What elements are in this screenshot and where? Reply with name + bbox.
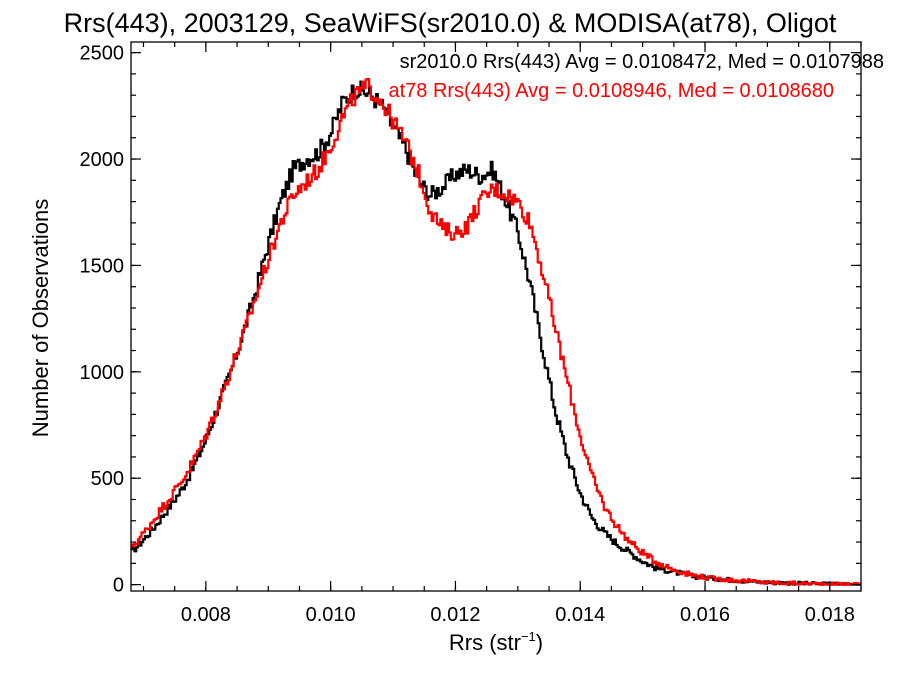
y-tick-label: 2500	[80, 43, 125, 65]
x-axis-label-text: Rrs (str	[449, 630, 521, 655]
y-axis-label: Number of Observations	[28, 199, 53, 437]
legend-entry-at78: at78 Rrs(443) Avg = 0.0108946, Med = 0.0…	[388, 80, 834, 102]
x-tick-label: 0.016	[680, 604, 730, 626]
y-tick-label: 2000	[80, 149, 125, 171]
x-tick-label: 0.018	[805, 604, 855, 626]
y-tick-label: 500	[91, 468, 124, 490]
series-line-sr2010-0	[131, 80, 861, 586]
y-tick-label: 1000	[80, 362, 125, 384]
legend-entry-sr2010: sr2010.0 Rrs(443) Avg = 0.0108472, Med =…	[400, 51, 884, 73]
plot-frame	[130, 41, 862, 592]
x-axis-label-superscript: −1	[521, 629, 536, 644]
chart-title: Rrs(443), 2003129, SeaWiFS(sr2010.0) & M…	[64, 8, 837, 38]
series-line-at78	[131, 77, 861, 586]
x-axis-label-close: )	[536, 630, 543, 655]
series-layer	[131, 77, 861, 586]
x-tick-label: 0.014	[555, 604, 605, 626]
x-tick-label: 0.008	[181, 604, 231, 626]
y-tick-label: 0	[113, 575, 124, 597]
x-tick-label: 0.012	[430, 604, 480, 626]
y-tick-label: 1500	[80, 255, 125, 277]
x-axis-label: Rrs (str−1)	[449, 629, 543, 655]
x-axis: 0.008 0.010 0.012 0.014 0.016 0.018	[142, 42, 862, 626]
x-tick-label: 0.010	[306, 604, 356, 626]
y-axis: 0 500 1000 1500 2000 2500	[80, 43, 861, 597]
